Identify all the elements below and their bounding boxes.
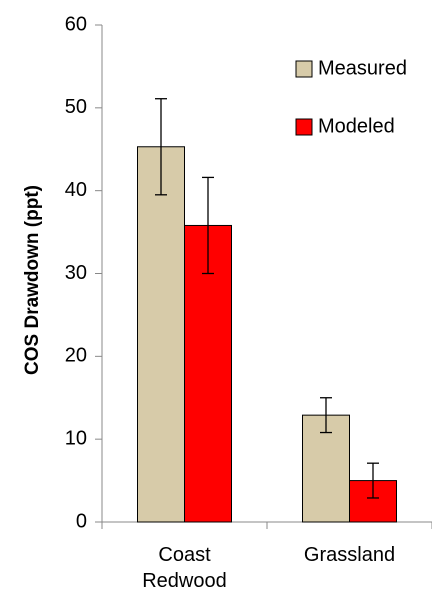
error-bar: [320, 397, 332, 434]
bar: [137, 146, 185, 523]
error-bar: [155, 98, 167, 196]
x-tick-label: Coast Redwood: [142, 544, 227, 592]
y-tick-label: 0: [76, 510, 87, 532]
error-bar: [367, 462, 379, 499]
error-bar: [202, 176, 214, 275]
y-tick-label: 20: [65, 345, 87, 367]
y-tick-label: 60: [65, 13, 87, 35]
bar: [184, 224, 232, 523]
legend-swatch: [295, 60, 313, 78]
y-tick-label: 30: [65, 262, 87, 284]
legend-swatch: [295, 118, 313, 136]
y-tick-label: 10: [65, 427, 87, 449]
x-tick-label: Grassland: [303, 544, 396, 566]
y-axis-label: COS Drawdown (ppt): [22, 185, 43, 375]
legend-label: Modeled: [318, 115, 395, 137]
legend-label: Measured: [318, 57, 407, 79]
y-tick-label: 50: [65, 96, 87, 118]
y-tick-label: 40: [65, 179, 87, 201]
